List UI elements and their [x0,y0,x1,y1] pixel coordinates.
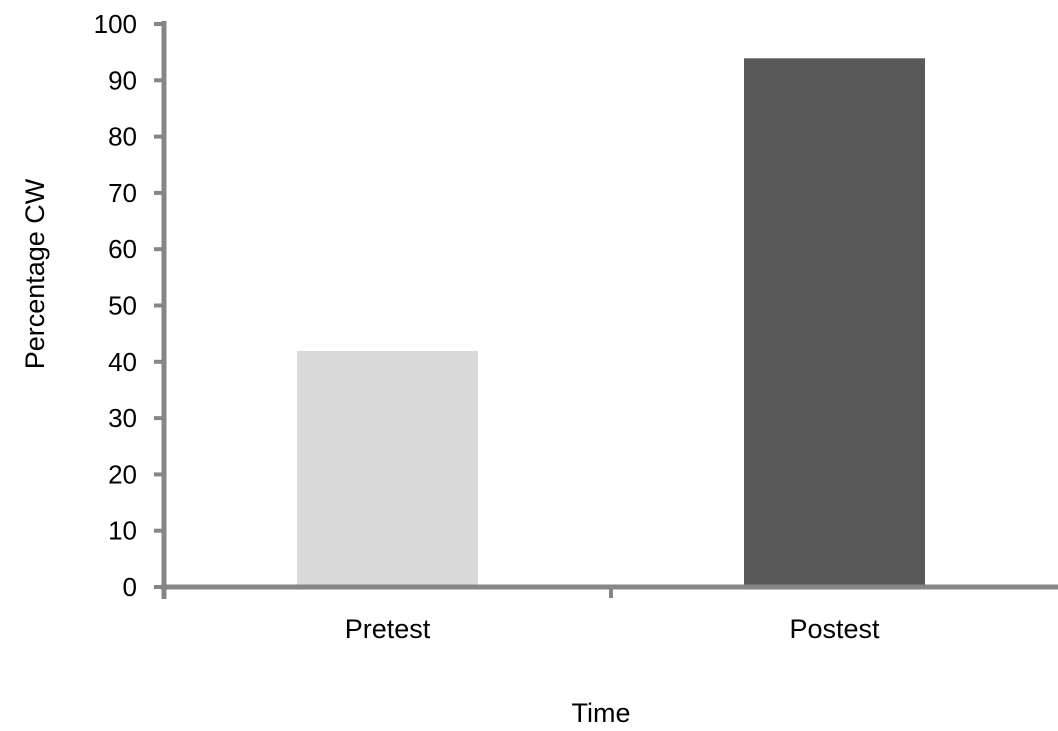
bar-pretest [296,350,479,588]
y-tick-label-0: 0 [123,572,137,602]
y-tick-label-40: 40 [108,347,137,377]
bars-group [296,57,926,588]
y-tick-label-20: 20 [108,459,137,489]
y-tick-label-10: 10 [108,516,137,546]
y-axis: 0 10 20 30 40 50 60 70 80 90 100 [94,9,167,602]
y-tick-label-80: 80 [108,122,137,152]
y-tick-label-90: 90 [108,65,137,95]
y-tick-label-100: 100 [94,9,137,39]
y-tick-label-70: 70 [108,178,137,208]
y-tick-label-50: 50 [108,291,137,321]
y-tick-label-60: 60 [108,234,137,264]
x-tick-label-postest: Postest [789,614,880,644]
y-tick-label-30: 30 [108,403,137,433]
x-axis-title: Time [572,698,631,728]
x-tick-label-pretest: Pretest [345,614,431,644]
bar-postest [743,57,926,588]
y-axis-title: Percentage CW [20,178,50,369]
x-axis: Pretest Postest [161,584,1058,644]
